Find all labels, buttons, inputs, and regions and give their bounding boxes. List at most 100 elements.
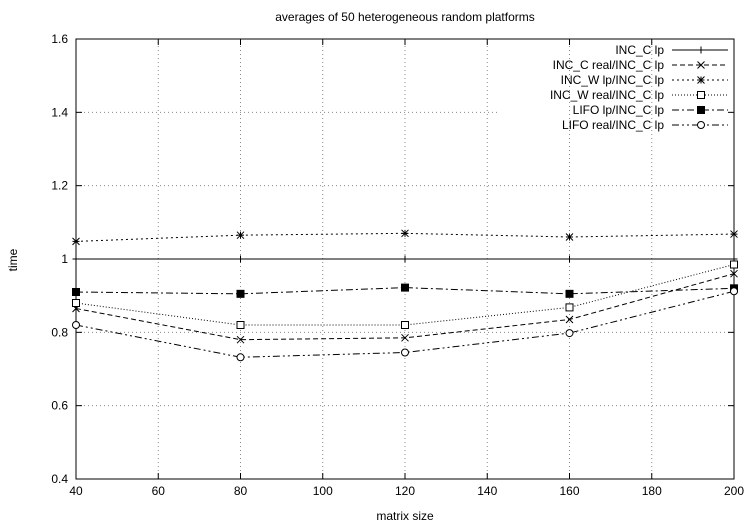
axes: 40 60 80 100 120 140 160 180 200 0.4 0.6 0.8 1 1.2 1.4… — [51, 32, 744, 498]
star-marker — [565, 233, 574, 241]
cross-marker — [697, 61, 705, 69]
open-circle-marker — [72, 321, 80, 329]
legend-label: INC_C lp — [615, 43, 664, 57]
filled-square-marker — [72, 288, 80, 296]
data-point — [730, 230, 738, 238]
data-point — [72, 321, 80, 329]
series — [72, 229, 738, 246]
x-tick-label: 80 — [234, 484, 248, 498]
data-point — [565, 329, 574, 338]
data-point — [565, 315, 574, 324]
open-square-marker — [565, 303, 574, 312]
open-square-marker — [730, 260, 738, 269]
series — [72, 255, 738, 263]
star-marker — [236, 231, 245, 240]
legend-item: LIFO lp/INC_C lp — [573, 103, 728, 117]
data-point — [236, 321, 245, 329]
series-line — [75, 287, 735, 295]
data-point — [730, 269, 738, 278]
x-tick-label: 40 — [69, 484, 83, 498]
open-circle-marker — [697, 121, 705, 129]
open-circle-marker — [236, 353, 245, 362]
cross-marker — [730, 269, 738, 278]
filled-square-marker — [401, 283, 409, 292]
y-tick-label: 1.4 — [51, 105, 68, 119]
series — [72, 287, 738, 362]
star-marker — [72, 237, 80, 246]
open-circle-marker — [565, 329, 574, 338]
data-point — [730, 260, 738, 269]
data-point — [72, 255, 80, 263]
data-point — [401, 348, 409, 357]
data-point — [730, 287, 738, 296]
data-point — [401, 333, 409, 342]
y-tick-label: 0.4 — [51, 472, 68, 486]
data-point — [236, 289, 245, 298]
chart-title: averages of 50 heterogeneous random plat… — [275, 10, 535, 24]
data-point — [401, 255, 409, 263]
y-tick-label: 0.8 — [51, 325, 68, 339]
plus-marker — [697, 46, 705, 54]
series-group — [72, 229, 738, 362]
legend-item: INC_C real/INC_C lp — [553, 58, 728, 72]
legend-item: INC_W real/INC_C lp — [550, 88, 728, 102]
data-point — [237, 255, 244, 263]
x-tick-label: 160 — [559, 484, 579, 498]
legend-label: LIFO real/INC_C lp — [562, 118, 664, 132]
plus-marker — [237, 255, 244, 263]
filled-square-marker — [697, 106, 705, 114]
x-tick-label: 200 — [724, 484, 744, 498]
x-tick-label: 180 — [642, 484, 662, 498]
star-marker — [401, 229, 409, 238]
open-square-marker — [236, 321, 245, 329]
data-point — [401, 321, 409, 329]
plus-marker — [72, 255, 80, 263]
filled-square-marker — [236, 289, 245, 298]
x-tick-label: 60 — [152, 484, 166, 498]
data-point — [236, 231, 245, 240]
open-square-marker — [72, 299, 80, 307]
data-point — [565, 233, 574, 241]
y-tick-label: 0.6 — [51, 399, 68, 413]
data-point — [72, 288, 80, 296]
x-axis-label: matrix size — [376, 509, 434, 523]
data-point — [565, 303, 574, 312]
series — [72, 260, 738, 329]
y-tick-label: 1.2 — [51, 179, 68, 193]
x-tick-label: 120 — [395, 484, 415, 498]
open-square-marker — [697, 91, 705, 99]
legend-label: INC_W lp/INC_C lp — [561, 73, 665, 87]
open-square-marker — [401, 321, 409, 329]
series — [72, 283, 738, 298]
data-point — [401, 283, 409, 292]
data-point — [72, 237, 80, 246]
y-tick-label: 1 — [61, 252, 68, 266]
star-marker — [697, 76, 705, 84]
legend-item: INC_C lp — [615, 43, 728, 57]
data-point — [236, 353, 245, 362]
data-point — [401, 229, 409, 238]
legend-item: INC_W lp/INC_C lp — [561, 73, 728, 87]
series — [72, 269, 738, 344]
data-point — [236, 335, 245, 344]
legend-item: LIFO real/INC_C lp — [562, 118, 728, 132]
data-point — [72, 299, 80, 307]
legend-label: INC_W real/INC_C lp — [550, 88, 664, 102]
data-point — [565, 289, 574, 298]
open-circle-marker — [730, 287, 738, 296]
data-point — [566, 255, 573, 263]
series-line — [75, 290, 735, 358]
cross-marker — [401, 333, 409, 342]
y-tick-label: 1.6 — [51, 32, 68, 46]
open-circle-marker — [401, 348, 409, 357]
legend-label: INC_C real/INC_C lp — [553, 58, 665, 72]
x-tick-label: 140 — [477, 484, 497, 498]
y-axis-label: time — [6, 248, 20, 271]
star-marker — [730, 230, 738, 238]
plus-marker — [566, 255, 573, 263]
legend-label: LIFO lp/INC_C lp — [573, 103, 665, 117]
cross-marker — [236, 335, 245, 344]
